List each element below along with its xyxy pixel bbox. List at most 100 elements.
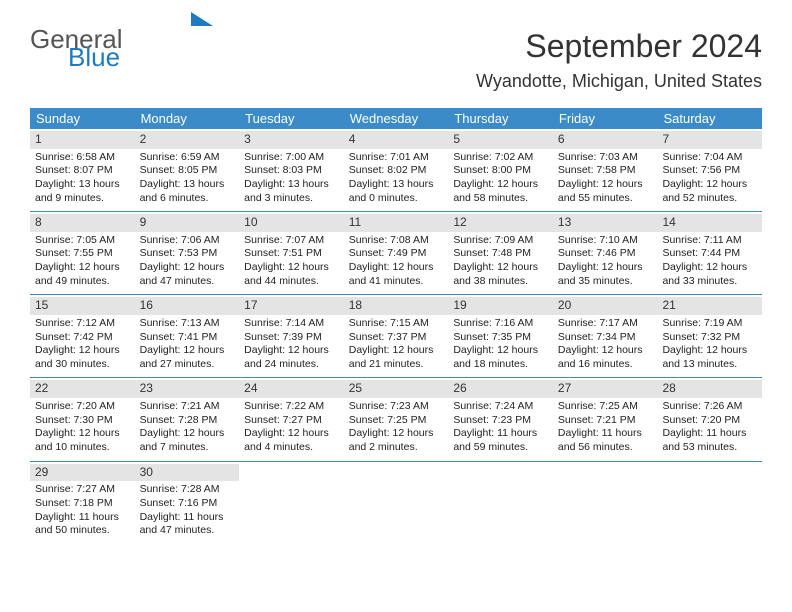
day-sunset: Sunset: 7:53 PM: [140, 247, 235, 261]
day-number: 13: [553, 214, 658, 232]
day-number: 18: [344, 297, 449, 315]
day-number: 26: [448, 380, 553, 398]
day-cell: 14Sunrise: 7:11 AMSunset: 7:44 PMDayligh…: [657, 212, 762, 294]
day-sunset: Sunset: 8:00 PM: [453, 164, 548, 178]
day-cell: 10Sunrise: 7:07 AMSunset: 7:51 PMDayligh…: [239, 212, 344, 294]
day-number: 29: [30, 464, 135, 482]
day-sunset: Sunset: 7:46 PM: [558, 247, 653, 261]
day-cell: 25Sunrise: 7:23 AMSunset: 7:25 PMDayligh…: [344, 378, 449, 460]
day-cell-empty: [239, 462, 344, 544]
day-cell: 22Sunrise: 7:20 AMSunset: 7:30 PMDayligh…: [30, 378, 135, 460]
day-sunrise: Sunrise: 7:00 AM: [244, 151, 339, 165]
day-daylight: Daylight: 12 hours and 13 minutes.: [662, 344, 757, 371]
day-cell: 8Sunrise: 7:05 AMSunset: 7:55 PMDaylight…: [30, 212, 135, 294]
day-daylight: Daylight: 12 hours and 38 minutes.: [453, 261, 548, 288]
day-sunrise: Sunrise: 7:17 AM: [558, 317, 653, 331]
day-sunrise: Sunrise: 6:59 AM: [140, 151, 235, 165]
day-daylight: Daylight: 12 hours and 18 minutes.: [453, 344, 548, 371]
day-sunrise: Sunrise: 7:25 AM: [558, 400, 653, 414]
day-cell: 30Sunrise: 7:28 AMSunset: 7:16 PMDayligh…: [135, 462, 240, 544]
day-daylight: Daylight: 12 hours and 49 minutes.: [35, 261, 130, 288]
day-number: 21: [657, 297, 762, 315]
day-header: Tuesday: [239, 108, 344, 129]
logo-text-blue: Blue: [68, 42, 120, 73]
day-number: 28: [657, 380, 762, 398]
day-number: 10: [239, 214, 344, 232]
day-daylight: Daylight: 12 hours and 16 minutes.: [558, 344, 653, 371]
day-cell: 5Sunrise: 7:02 AMSunset: 8:00 PMDaylight…: [448, 129, 553, 211]
day-sunrise: Sunrise: 7:27 AM: [35, 483, 130, 497]
day-number: 17: [239, 297, 344, 315]
day-cell: 15Sunrise: 7:12 AMSunset: 7:42 PMDayligh…: [30, 295, 135, 377]
day-sunrise: Sunrise: 7:15 AM: [349, 317, 444, 331]
day-daylight: Daylight: 13 hours and 6 minutes.: [140, 178, 235, 205]
day-daylight: Daylight: 12 hours and 2 minutes.: [349, 427, 444, 454]
day-sunrise: Sunrise: 6:58 AM: [35, 151, 130, 165]
day-daylight: Daylight: 12 hours and 30 minutes.: [35, 344, 130, 371]
day-cell: 12Sunrise: 7:09 AMSunset: 7:48 PMDayligh…: [448, 212, 553, 294]
day-sunset: Sunset: 7:18 PM: [35, 497, 130, 511]
day-sunrise: Sunrise: 7:16 AM: [453, 317, 548, 331]
day-cell: 7Sunrise: 7:04 AMSunset: 7:56 PMDaylight…: [657, 129, 762, 211]
day-number: 1: [30, 131, 135, 149]
day-cell: 17Sunrise: 7:14 AMSunset: 7:39 PMDayligh…: [239, 295, 344, 377]
day-sunset: Sunset: 7:49 PM: [349, 247, 444, 261]
day-sunrise: Sunrise: 7:06 AM: [140, 234, 235, 248]
day-cell: 27Sunrise: 7:25 AMSunset: 7:21 PMDayligh…: [553, 378, 658, 460]
day-cell: 1Sunrise: 6:58 AMSunset: 8:07 PMDaylight…: [30, 129, 135, 211]
day-sunrise: Sunrise: 7:28 AM: [140, 483, 235, 497]
day-daylight: Daylight: 12 hours and 7 minutes.: [140, 427, 235, 454]
day-sunset: Sunset: 7:44 PM: [662, 247, 757, 261]
day-number: 4: [344, 131, 449, 149]
week-row: 29Sunrise: 7:27 AMSunset: 7:18 PMDayligh…: [30, 462, 762, 544]
week-row: 8Sunrise: 7:05 AMSunset: 7:55 PMDaylight…: [30, 212, 762, 295]
week-row: 22Sunrise: 7:20 AMSunset: 7:30 PMDayligh…: [30, 378, 762, 461]
day-cell: 26 Sunrise: 7:24 AMSunset: 7:23 PMDayligh…: [448, 378, 553, 460]
day-sunset: Sunset: 7:30 PM: [35, 414, 130, 428]
day-number: 6: [553, 131, 658, 149]
day-sunset: Sunset: 7:39 PM: [244, 331, 339, 345]
day-sunrise: Sunrise: 7:23 AM: [349, 400, 444, 414]
day-sunrise: Sunrise: 7:24 AM: [453, 400, 548, 414]
day-daylight: Daylight: 12 hours and 24 minutes.: [244, 344, 339, 371]
day-sunset: Sunset: 7:23 PM: [453, 414, 548, 428]
day-sunrise: Sunrise: 7:10 AM: [558, 234, 653, 248]
day-sunset: Sunset: 7:42 PM: [35, 331, 130, 345]
day-number: 23: [135, 380, 240, 398]
day-number: 24: [239, 380, 344, 398]
day-daylight: Daylight: 12 hours and 47 minutes.: [140, 261, 235, 288]
day-cell: 29Sunrise: 7:27 AMSunset: 7:18 PMDayligh…: [30, 462, 135, 544]
day-sunset: Sunset: 7:41 PM: [140, 331, 235, 345]
day-sunset: Sunset: 7:20 PM: [662, 414, 757, 428]
day-daylight: Daylight: 11 hours and 59 minutes.: [453, 427, 548, 454]
day-cell: 23Sunrise: 7:21 AMSunset: 7:28 PMDayligh…: [135, 378, 240, 460]
day-daylight: Daylight: 12 hours and 4 minutes.: [244, 427, 339, 454]
calendar-body: 1 Sunrise: 6:58 AMSunset: 8:07 PM Daylight…: [30, 129, 762, 544]
day-cell: 13 Sunrise: 7:10 AMSunset: 7:46 PMDayligh…: [553, 212, 658, 294]
day-sunset: Sunset: 7:28 PM: [140, 414, 235, 428]
day-number: 5: [448, 131, 553, 149]
day-number: 25: [344, 380, 449, 398]
week-row: 1 Sunrise: 6:58 AMSunset: 8:07 PM Daylight…: [30, 129, 762, 212]
day-daylight: Daylight: 12 hours and 35 minutes.: [558, 261, 653, 288]
day-sunrise: Sunrise: 7:07 AM: [244, 234, 339, 248]
day-cell: 18Sunrise: 7:15 AMSunset: 7:37 PMDayligh…: [344, 295, 449, 377]
day-sunrise: Sunrise: 7:04 AM: [662, 151, 757, 165]
day-number: 20: [553, 297, 658, 315]
day-sunrise: Sunrise: 7:09 AM: [453, 234, 548, 248]
day-daylight: Daylight: 12 hours and 58 minutes.: [453, 178, 548, 205]
day-cell: 19Sunrise: 7:16 AMSunset: 7:35 PMDayligh…: [448, 295, 553, 377]
day-sunset: Sunset: 8:07 PM: [35, 164, 130, 178]
day-sunrise: Sunrise: 7:01 AM: [349, 151, 444, 165]
day-cell: 16Sunrise: 7:13 AMSunset: 7:41 PMDayligh…: [135, 295, 240, 377]
day-daylight: Daylight: 12 hours and 33 minutes.: [662, 261, 757, 288]
day-cell: 4Sunrise: 7:01 AMSunset: 8:02 PMDaylight…: [344, 129, 449, 211]
day-daylight: Daylight: 12 hours and 10 minutes.: [35, 427, 130, 454]
day-sunrise: Sunrise: 7:20 AM: [35, 400, 130, 414]
day-cell: 21Sunrise: 7:19 AMSunset: 7:32 PMDayligh…: [657, 295, 762, 377]
day-daylight: Daylight: 11 hours and 56 minutes.: [558, 427, 653, 454]
day-cell: 11Sunrise: 7:08 AMSunset: 7:49 PMDayligh…: [344, 212, 449, 294]
day-sunset: Sunset: 7:48 PM: [453, 247, 548, 261]
day-number: 15: [30, 297, 135, 315]
day-sunset: Sunset: 7:37 PM: [349, 331, 444, 345]
